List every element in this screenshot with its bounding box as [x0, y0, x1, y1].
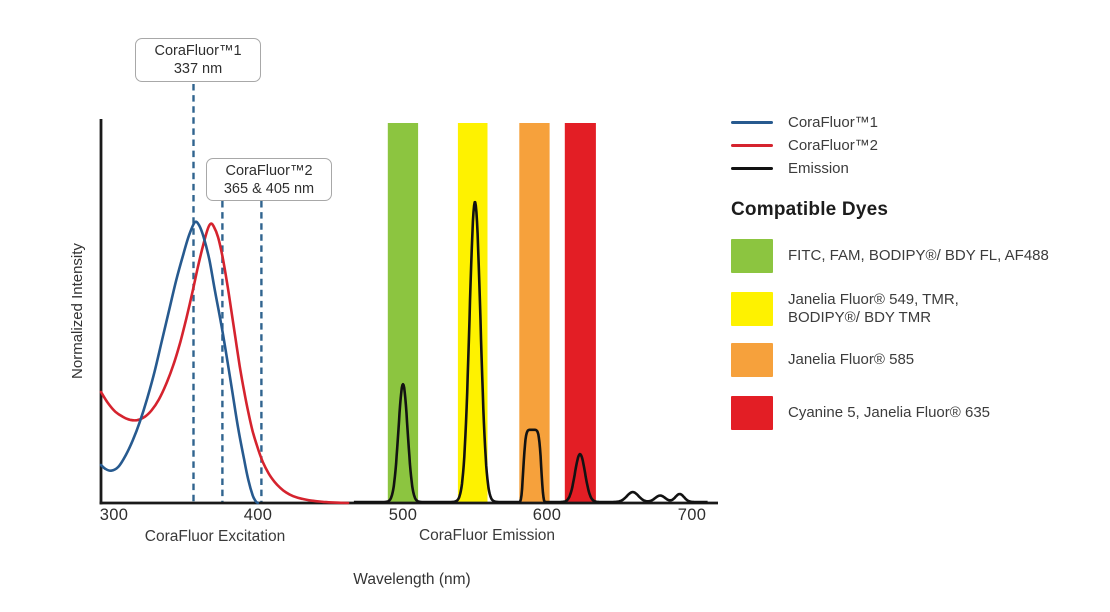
excitation-curve-2: [99, 222, 350, 505]
excitation-curve-1: [99, 220, 260, 505]
filter-band-1: [457, 123, 488, 502]
emission-curve: [353, 200, 709, 504]
filter-band-0: [387, 123, 419, 502]
filter-band-3: [564, 123, 596, 502]
